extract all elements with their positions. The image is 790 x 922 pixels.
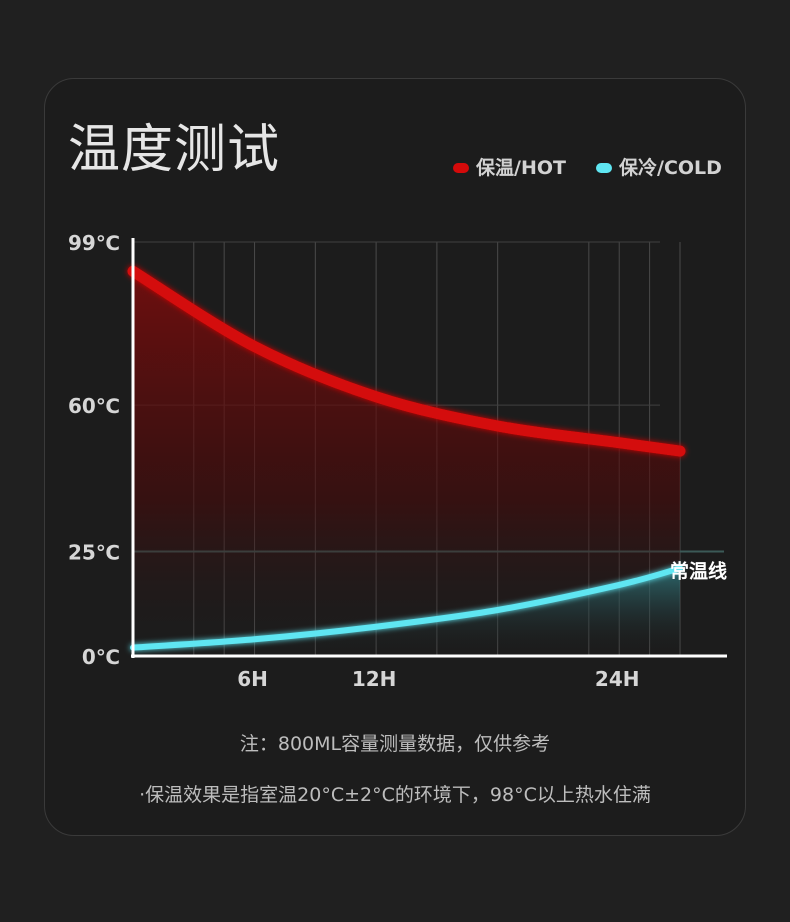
y-tick-label: 60℃ <box>68 394 120 418</box>
hot-swatch-icon <box>453 163 469 173</box>
legend-hot: 保温/HOT <box>453 156 566 180</box>
series-line-cold <box>130 565 683 651</box>
legend-cold-label: 保冷/COLD <box>619 157 722 179</box>
note-capacity: 注：800ML容量测量数据，仅供参考 <box>239 733 551 755</box>
y-tick-label: 99℃ <box>68 231 120 255</box>
x-tick-label: 12H <box>352 667 397 691</box>
note-conditions: ·保温效果是指室温20°C±2°C的环境下，98°C以上热水住满 <box>139 784 651 806</box>
cold-swatch-icon <box>596 163 612 173</box>
x-tick-label: 6H <box>237 667 268 691</box>
y-tick-label: 0℃ <box>82 645 120 669</box>
series-area-cold <box>133 568 680 656</box>
series-area-hot <box>133 271 680 656</box>
reference-line-label: 常温线 <box>670 559 727 582</box>
series-line-hot <box>127 265 686 457</box>
legend-cold: 保冷/COLD <box>596 156 722 180</box>
legend-hot-label: 保温/HOT <box>476 157 566 179</box>
y-tick-label: 25℃ <box>68 540 120 564</box>
page-title: 温度测试 <box>68 120 281 180</box>
x-tick-label: 24H <box>595 667 640 691</box>
